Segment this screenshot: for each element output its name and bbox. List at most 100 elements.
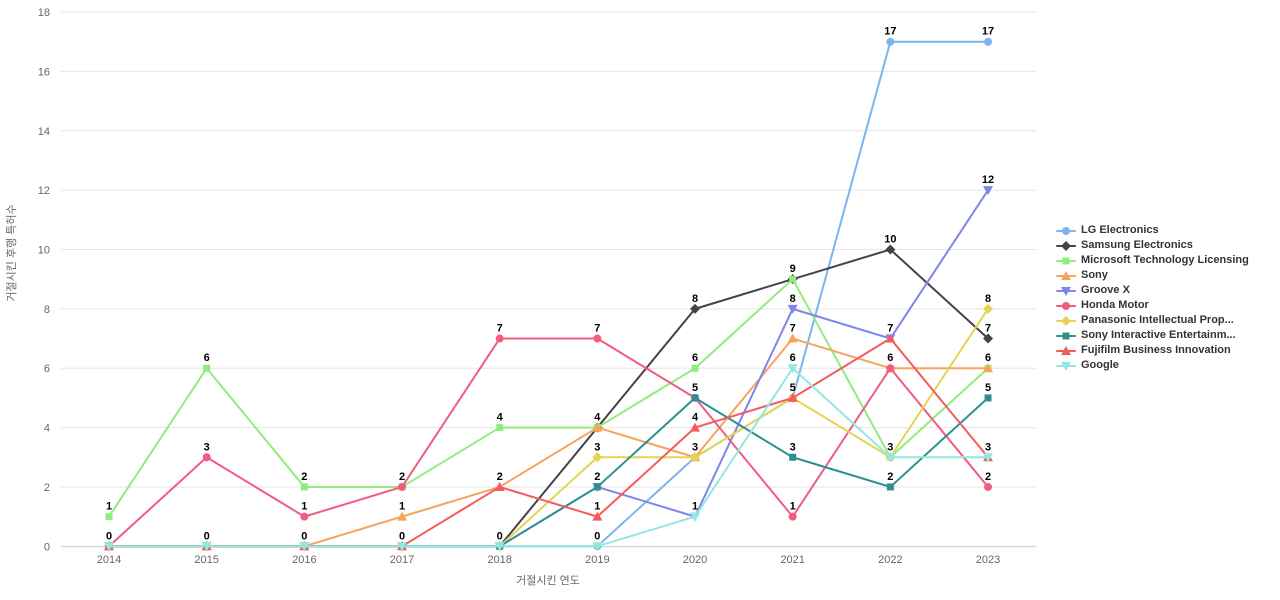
data-point-marker[interactable] [691,394,699,402]
data-point-marker[interactable] [983,363,994,373]
svg-text:5: 5 [985,382,991,394]
data-point-marker[interactable] [690,512,701,522]
data-point-marker[interactable] [494,481,505,491]
svg-text:7: 7 [594,323,600,335]
svg-text:4: 4 [692,412,699,424]
svg-text:2023: 2023 [976,554,1000,566]
svg-text:0: 0 [594,530,600,542]
svg-text:3: 3 [790,441,796,453]
data-point-marker[interactable] [592,511,603,521]
svg-text:2022: 2022 [878,554,902,566]
legend-item-microsoft-technology-licensing[interactable]: Microsoft Technology Licensing [1056,253,1249,268]
data-point-marker[interactable] [787,364,798,374]
legend-item-label: Sony [1081,269,1108,281]
data-point-marker[interactable] [300,512,309,521]
svg-text:2016: 2016 [292,554,316,566]
data-point-marker[interactable] [299,542,310,552]
svg-text:4: 4 [594,412,601,424]
svg-text:9: 9 [790,263,796,275]
svg-text:3: 3 [985,441,991,453]
data-point-marker[interactable] [983,303,994,314]
legend-item-lg-electronics[interactable]: LG Electronics [1056,223,1249,238]
svg-text:3: 3 [887,441,893,453]
sony-series-marker-icon [1056,270,1076,280]
svg-text:6: 6 [887,352,893,364]
data-point-marker [1062,332,1070,339]
legend-item-samsung-electronics[interactable]: Samsung Electronics [1056,238,1249,253]
data-point-marker[interactable] [788,512,797,521]
data-point-marker[interactable] [496,424,504,432]
legend-item-sony[interactable]: Sony [1056,268,1249,283]
data-point-marker [1061,361,1071,371]
data-point-marker[interactable] [885,244,896,255]
data-point-marker[interactable] [787,392,798,402]
data-point-marker[interactable] [592,452,603,463]
data-point-marker[interactable] [398,482,407,491]
legend-item-groove-x[interactable]: Groove X [1056,283,1249,298]
svg-text:7: 7 [790,323,796,335]
svg-text:0: 0 [106,530,112,542]
svg-text:6: 6 [790,352,796,364]
svg-text:1: 1 [692,501,698,513]
data-point-marker[interactable] [593,334,602,343]
data-point-marker[interactable] [886,483,894,491]
data-point-marker[interactable] [593,483,601,491]
svg-text:10: 10 [38,245,50,257]
legend-item-panasonic-intellectual-prop[interactable]: Panasonic Intellectual Prop... [1056,313,1249,328]
data-point-marker[interactable] [397,542,408,552]
data-point-marker[interactable] [592,422,603,432]
data-point-marker[interactable] [984,37,993,46]
data-point-marker[interactable] [983,453,994,463]
svg-text:3: 3 [692,441,698,453]
data-point-marker[interactable] [495,334,504,343]
data-point-marker[interactable] [787,333,798,343]
data-point-marker[interactable] [300,483,308,491]
data-point-marker[interactable] [885,453,896,463]
legend-item-label: Fujifilm Business Innovation [1081,344,1231,356]
legend-item-fujifilm-business-innovation[interactable]: Fujifilm Business Innovation [1056,343,1249,358]
data-point-marker[interactable] [202,453,211,462]
svg-text:4: 4 [497,412,504,424]
data-point-marker[interactable] [789,453,797,461]
data-point-marker[interactable] [690,422,701,432]
legend-item-google[interactable]: Google [1056,358,1249,373]
data-point-marker[interactable] [984,394,992,402]
data-point-marker [1061,315,1071,326]
data-point-marker[interactable] [494,542,505,552]
data-point-marker[interactable] [984,482,993,491]
legend-item-sony-interactive-entertainm[interactable]: Sony Interactive Entertainm... [1056,328,1249,343]
legend-item-honda-motor[interactable]: Honda Motor [1056,298,1249,313]
data-point-marker[interactable] [886,37,895,46]
legend-item-label: Google [1081,359,1119,371]
data-point-marker[interactable] [983,186,994,196]
data-point-marker[interactable] [104,542,114,552]
data-point-marker [1062,257,1070,264]
y-axis-title: 거절시킨 후행 특허수 [5,204,18,301]
data-point-marker[interactable] [397,511,408,521]
svg-text:17: 17 [982,26,994,38]
svg-text:2: 2 [887,471,893,483]
svg-text:8: 8 [44,304,50,316]
data-point-marker[interactable] [690,303,701,314]
data-point-marker[interactable] [201,542,212,552]
data-point-marker[interactable] [592,542,603,552]
data-point-marker[interactable] [787,304,798,314]
data-point-marker[interactable] [885,333,896,343]
data-point-marker[interactable] [690,452,701,463]
data-point-marker[interactable] [789,275,797,283]
data-point-marker [1062,226,1070,235]
data-point-marker[interactable] [105,513,113,521]
series-microsoft-technology-licensing [105,275,992,521]
data-point-marker[interactable] [886,364,895,373]
data-point-marker[interactable] [691,364,699,372]
svg-text:6: 6 [985,352,991,364]
svg-text:1: 1 [301,501,307,513]
svg-text:0: 0 [44,541,50,553]
svg-text:8: 8 [790,293,796,305]
svg-text:3: 3 [594,441,600,453]
gridlines [61,11,1036,547]
data-point-marker [1061,240,1071,251]
data-point-marker[interactable] [983,333,994,344]
data-point-marker[interactable] [203,364,211,372]
